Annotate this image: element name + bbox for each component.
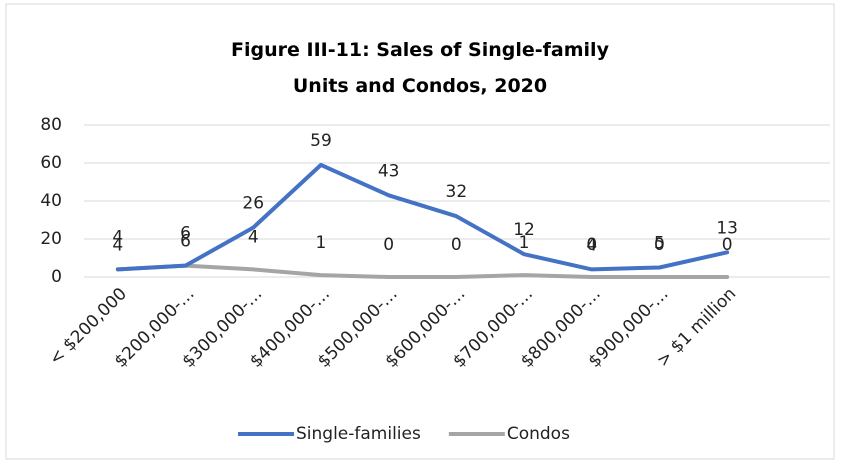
chart-title: Figure III-11: Sales of Single-family Un… [231, 39, 609, 97]
data-label: 0 [451, 235, 462, 255]
data-label: 13 [716, 218, 738, 238]
data-label: 5 [654, 234, 665, 254]
y-tick-label: 0 [51, 267, 62, 287]
y-tick-label: 20 [40, 229, 62, 249]
y-tick-label: 80 [40, 115, 62, 135]
data-label: 4 [112, 227, 123, 247]
data-label: 12 [513, 220, 535, 240]
data-label: 4 [586, 235, 597, 255]
data-label: 0 [586, 235, 597, 255]
data-label: 32 [446, 182, 468, 202]
data-label: 1 [316, 233, 327, 253]
line [115, 263, 730, 279]
data-label: 6 [180, 232, 191, 252]
data-label: 1 [519, 233, 530, 253]
data-label: 0 [654, 235, 665, 255]
data-label: 43 [378, 161, 400, 181]
y-tick-label: 60 [40, 153, 62, 173]
chart-border [5, 3, 835, 460]
data-label: 6 [180, 224, 191, 244]
data-label: 59 [310, 131, 332, 151]
data-label: 4 [248, 227, 259, 247]
legend-label: Condos [507, 424, 570, 444]
data-label: 0 [383, 235, 394, 255]
data-label: 0 [722, 235, 733, 255]
data-label: 4 [112, 235, 123, 255]
data-label: 26 [242, 194, 264, 214]
y-tick-label: 40 [40, 191, 62, 211]
legend-label: Single-families [296, 424, 421, 444]
line [115, 162, 730, 272]
